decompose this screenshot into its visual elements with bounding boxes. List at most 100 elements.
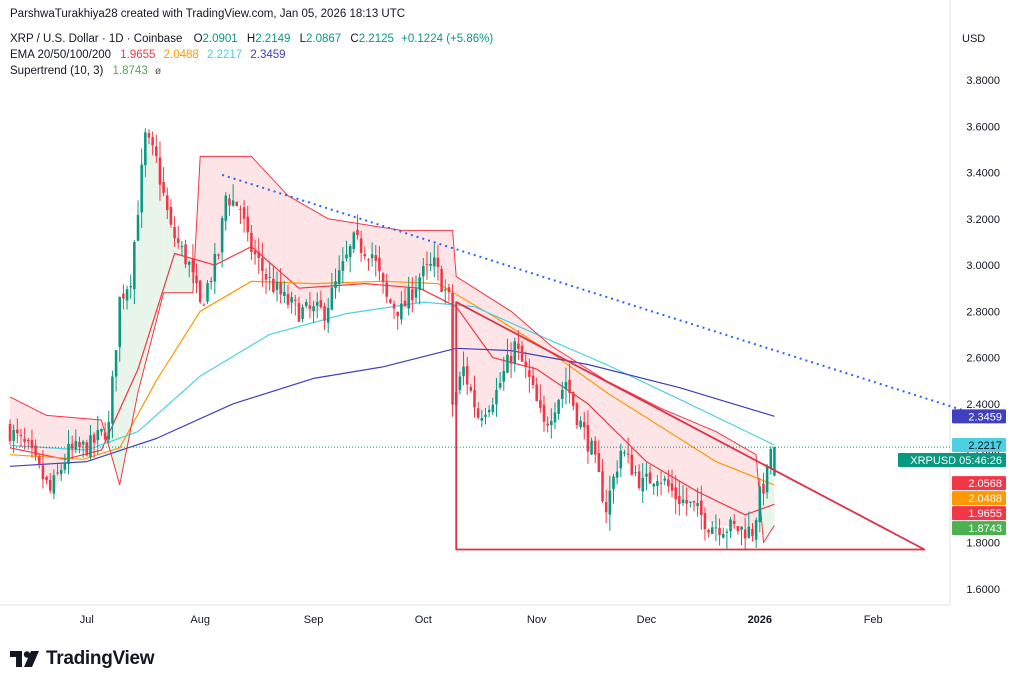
supertrend-fill — [726, 437, 731, 527]
supertrend-fill — [178, 237, 182, 293]
candle-body — [195, 275, 198, 284]
candle-body — [506, 354, 509, 373]
candle-body — [703, 513, 707, 530]
candle-body — [425, 263, 429, 265]
candle-body — [436, 257, 440, 268]
candle-body — [345, 254, 348, 259]
symbol-legend[interactable]: XRP / U.S. Dollar · 1D · Coinbase O2.090… — [10, 33, 493, 45]
supertrend-fill — [57, 416, 62, 484]
candle-body — [725, 531, 729, 533]
candle-body — [323, 306, 326, 321]
descending-triangle-pattern — [455, 301, 926, 551]
candle-body — [107, 421, 111, 440]
candle-body — [272, 278, 275, 292]
supertrend-fill — [415, 230, 420, 291]
candle-body — [209, 280, 213, 283]
supertrend-fill — [13, 398, 18, 435]
candle-body — [469, 386, 473, 391]
candle-body — [597, 453, 601, 472]
candle-body — [652, 483, 656, 487]
candle-body — [378, 257, 381, 271]
candle-body — [261, 258, 264, 271]
supertrend-fill — [631, 393, 636, 468]
x-tick-label: Oct — [415, 614, 432, 626]
supertrend-fill — [196, 156, 201, 293]
supertrend-fill — [551, 346, 555, 420]
supertrend-fill — [273, 179, 278, 286]
candle-body — [286, 294, 290, 305]
candle-body — [12, 429, 15, 441]
supertrend-fill — [390, 228, 395, 303]
supertrend-fill — [298, 201, 303, 312]
candle-body — [48, 479, 52, 491]
candle-body — [231, 200, 235, 206]
candle-body — [70, 443, 74, 449]
eye-slash-icon[interactable]: ø — [154, 66, 162, 77]
candle-body — [612, 476, 615, 490]
candle-body — [367, 259, 370, 261]
candle-body — [571, 392, 575, 406]
candle-body — [743, 529, 747, 539]
candle-body — [81, 441, 85, 445]
supertrend-fill — [485, 295, 490, 411]
candle-body — [89, 435, 92, 458]
price-label-bg — [952, 506, 1006, 521]
candle-body — [30, 439, 34, 449]
candle-body — [411, 289, 414, 301]
supertrend-fill — [547, 342, 552, 427]
ema200-value: 2.3459 — [250, 49, 286, 61]
supertrend-fill — [28, 406, 32, 451]
candle-body — [491, 404, 495, 412]
supertrend-fill — [324, 216, 329, 312]
supertrend-fill — [397, 229, 402, 309]
candle-body — [122, 293, 125, 299]
candle-body — [535, 384, 538, 402]
supertrend-fill — [306, 206, 310, 312]
candle-body — [198, 280, 202, 303]
supertrend-fill — [437, 230, 442, 274]
supertrend-fill — [258, 164, 263, 263]
candle-body — [151, 137, 154, 146]
candle-body — [678, 496, 681, 505]
price-label-bg — [952, 521, 1006, 536]
candle-body — [315, 301, 319, 306]
candle-body — [418, 277, 421, 291]
ema-legend[interactable]: EMA 20/50/100/200 1.9655 2.0488 2.2217 2… — [10, 49, 286, 61]
candle-body — [710, 527, 714, 534]
candle-body — [34, 445, 37, 456]
supertrend-fill — [401, 230, 406, 312]
candle-body — [206, 283, 209, 302]
supertrend-fill — [277, 183, 281, 291]
supertrend-fill — [554, 348, 559, 412]
supertrend-fill — [734, 442, 738, 529]
candle-body — [155, 146, 158, 157]
supertrend-fill — [148, 137, 153, 350]
ohlc-high: H2.2149 — [246, 33, 291, 45]
supertrend-fill — [715, 431, 720, 526]
supertrend-fill — [408, 230, 413, 305]
supertrend-fill — [269, 176, 274, 282]
chart-credit: ParshwaTurakhiya28 created with TradingV… — [10, 8, 406, 20]
candle-body — [85, 442, 89, 456]
supertrend-fill — [46, 415, 51, 485]
supertrend-fill — [763, 485, 768, 543]
price-label: 2.0568 — [968, 478, 1002, 490]
currency-label[interactable]: USD — [962, 33, 986, 45]
candle-body — [476, 408, 480, 418]
x-tick-label: Nov — [527, 614, 547, 626]
supertrend-fill — [682, 417, 687, 501]
candle-body — [681, 499, 685, 504]
supertrend-fill — [470, 285, 475, 393]
candle-body — [56, 472, 59, 474]
candle-body — [283, 291, 286, 296]
ema-20-line — [9, 246, 775, 516]
supertrend-fill — [635, 395, 640, 474]
candle-body — [165, 195, 169, 211]
tradingview-brand[interactable]: TradingView — [10, 648, 155, 670]
supertrend-fill — [20, 402, 25, 443]
candle-body — [389, 299, 392, 303]
supertrend-fill — [368, 225, 373, 252]
supertrend-legend[interactable]: Supertrend (10, 3) 1.8743 ø — [10, 65, 161, 77]
candle-body — [257, 251, 260, 258]
